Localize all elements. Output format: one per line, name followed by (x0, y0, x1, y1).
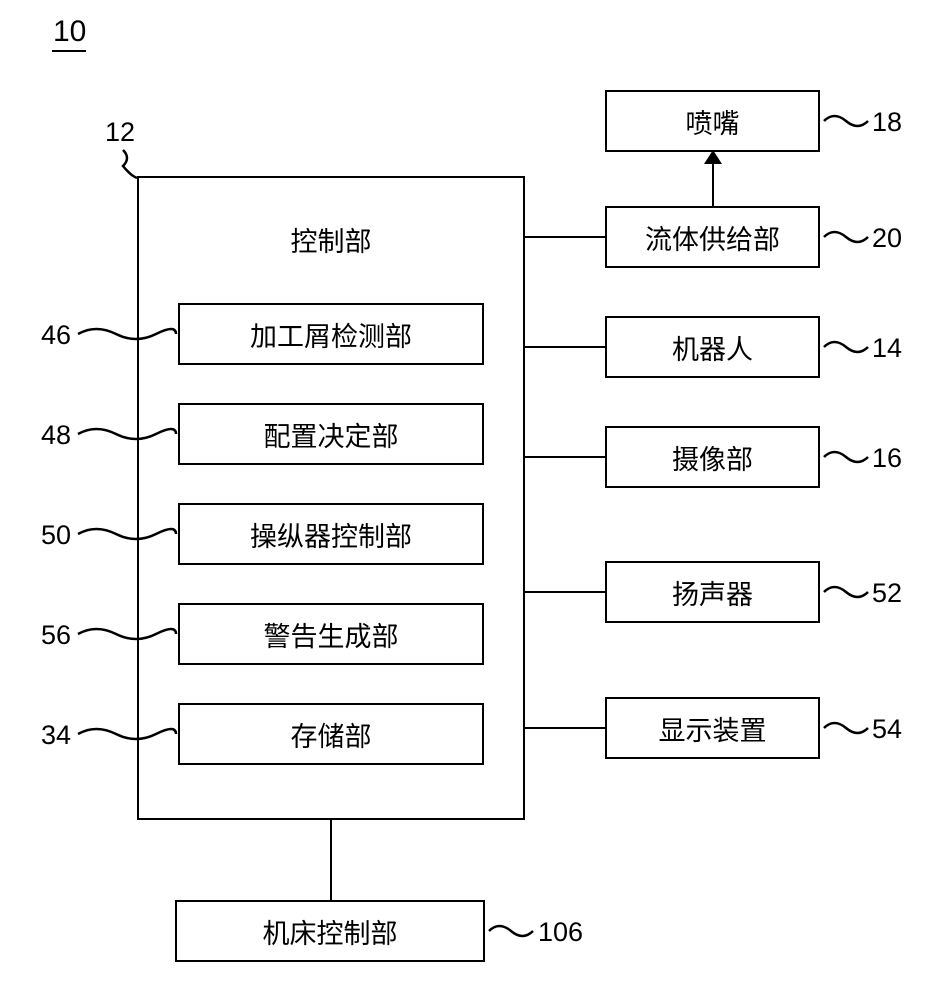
right-box-label: 显示装置 (659, 709, 767, 748)
right-box-label: 摄像部 (672, 438, 753, 477)
ref-54: 54 (872, 714, 902, 745)
right-box-display: 显示装置 (605, 697, 820, 759)
inner-box-manipulator-control: 操纵器控制部 (178, 503, 484, 565)
right-box-fluid-supply: 流体供给部 (605, 206, 820, 268)
connector-to-display (525, 727, 605, 729)
arrow-fluid-to-nozzle-line (712, 160, 714, 206)
inner-box-warning-gen: 警告生成部 (178, 603, 484, 665)
right-box-label: 扬声器 (672, 573, 753, 612)
right-box-robot: 机器人 (605, 316, 820, 378)
ref-12: 12 (105, 117, 135, 148)
ref-34: 34 (41, 720, 71, 751)
connector-to-fluid (525, 236, 605, 238)
squiggle-48 (76, 426, 178, 444)
ref-16: 16 (872, 443, 902, 474)
squiggle-34 (76, 726, 178, 744)
inner-box-label: 存储部 (291, 715, 372, 754)
ref-46: 46 (41, 320, 71, 351)
outer-box-title: 控制部 (139, 220, 523, 259)
right-box-camera: 摄像部 (605, 426, 820, 488)
right-box-label: 机器人 (672, 328, 753, 367)
ref-56: 56 (41, 620, 71, 651)
ref-106: 106 (538, 917, 583, 948)
title-underline (52, 50, 86, 52)
right-box-nozzle: 喷嘴 (605, 90, 820, 152)
squiggle-106 (487, 923, 535, 941)
connector-to-robot (525, 346, 605, 348)
inner-box-config-determine: 配置决定部 (178, 403, 484, 465)
ref-48: 48 (41, 420, 71, 451)
right-box-speaker: 扬声器 (605, 561, 820, 623)
bottom-box-machine-control: 机床控制部 (175, 900, 485, 962)
squiggle-50 (76, 526, 178, 544)
squiggle-46 (76, 326, 178, 344)
ref-52: 52 (872, 578, 902, 609)
inner-box-label: 操纵器控制部 (250, 515, 412, 554)
squiggle-52 (822, 584, 870, 602)
connector-to-machine-control (330, 820, 332, 900)
arrow-fluid-to-nozzle-head (702, 150, 724, 166)
connector-to-camera (525, 456, 605, 458)
squiggle-20 (822, 229, 870, 247)
squiggle-14 (822, 339, 870, 357)
ref-18: 18 (872, 107, 902, 138)
inner-box-label: 警告生成部 (264, 615, 399, 654)
inner-box-label: 加工屑检测部 (250, 315, 412, 354)
ref-14: 14 (872, 333, 902, 364)
ref-50: 50 (41, 520, 71, 551)
squiggle-56 (76, 626, 178, 644)
inner-box-chip-detect: 加工屑检测部 (178, 303, 484, 365)
squiggle-18 (822, 113, 870, 131)
inner-box-storage: 存储部 (178, 703, 484, 765)
connector-to-speaker (525, 591, 605, 593)
inner-box-label: 配置决定部 (264, 415, 399, 454)
squiggle-54 (822, 720, 870, 738)
right-box-label: 流体供给部 (645, 218, 780, 257)
squiggle-16 (822, 449, 870, 467)
right-box-label: 喷嘴 (686, 102, 740, 141)
bottom-box-label: 机床控制部 (263, 912, 398, 951)
diagram-ref-title: 10 (53, 15, 86, 49)
ref-20: 20 (872, 223, 902, 254)
